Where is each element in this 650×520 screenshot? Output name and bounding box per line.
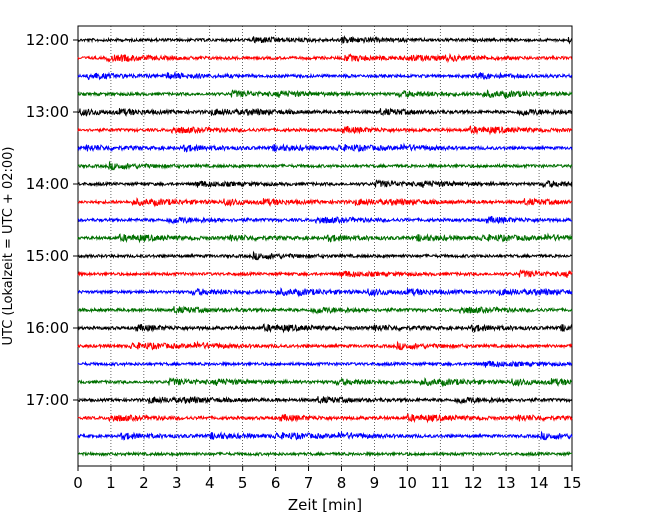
x-tick-label: 12 xyxy=(464,474,483,492)
seismic-trace xyxy=(77,34,573,45)
x-tick-label: 7 xyxy=(304,474,314,492)
x-tick-label: 15 xyxy=(562,474,581,492)
seismic-trace xyxy=(77,107,573,117)
seismic-trace xyxy=(77,360,573,368)
seismic-trace xyxy=(77,377,573,388)
y-tick-label: 12:00 xyxy=(26,31,69,49)
x-tick-label: 0 xyxy=(73,474,83,492)
y-axis: 12:00 13:00 14:00 15:00 16:00 17:00 xyxy=(26,31,78,409)
plot-frame xyxy=(77,25,573,467)
seismic-trace xyxy=(77,250,573,261)
y-tick-label: 16:00 xyxy=(26,319,69,337)
x-tick-label: 1 xyxy=(106,474,116,492)
x-tick-label: 5 xyxy=(238,474,248,492)
seismic-trace xyxy=(77,125,573,136)
x-tick-label: 11 xyxy=(431,474,450,492)
x-tick-label: 4 xyxy=(205,474,215,492)
seismic-trace xyxy=(77,340,573,351)
traces xyxy=(77,34,573,458)
x-tick-label: 8 xyxy=(337,474,347,492)
seismic-trace xyxy=(77,395,573,405)
seismic-trace xyxy=(77,197,573,208)
seismic-trace xyxy=(77,70,573,81)
seismic-trace xyxy=(77,323,573,334)
x-tick-label: 6 xyxy=(271,474,281,492)
seismic-trace xyxy=(77,269,573,278)
seismic-trace xyxy=(77,305,573,315)
seismic-trace xyxy=(77,142,573,153)
seismic-trace xyxy=(77,89,573,100)
seismic-trace xyxy=(77,413,573,424)
seismic-trace xyxy=(77,160,573,171)
y-tick-label: 14:00 xyxy=(26,175,69,193)
seismic-trace xyxy=(77,52,573,64)
seismic-trace xyxy=(77,232,573,244)
y-axis-label: UTC (Lokalzeit = UTC + 02:00) xyxy=(1,147,16,346)
y-tick-label: 15:00 xyxy=(26,247,69,265)
y-tick-label: 17:00 xyxy=(26,391,69,409)
x-tick-label: 9 xyxy=(370,474,380,492)
plot-area xyxy=(77,25,573,467)
seismic-trace xyxy=(77,430,573,441)
x-tick-label: 10 xyxy=(398,474,417,492)
x-tick-label: 3 xyxy=(172,474,182,492)
x-tick-label: 2 xyxy=(139,474,149,492)
seismic-trace xyxy=(77,179,573,188)
x-tick-label: 14 xyxy=(530,474,549,492)
y-tick-label: 13:00 xyxy=(26,103,69,121)
seismic-trace xyxy=(77,287,573,298)
x-axis: 0 1 2 3 4 5 6 7 8 9 10 11 12 13 14 15 xyxy=(73,466,582,492)
seismic-trace xyxy=(77,450,573,458)
seismic-trace xyxy=(77,215,573,225)
x-axis-label: Zeit [min] xyxy=(288,496,362,514)
x-tick-label: 13 xyxy=(497,474,516,492)
